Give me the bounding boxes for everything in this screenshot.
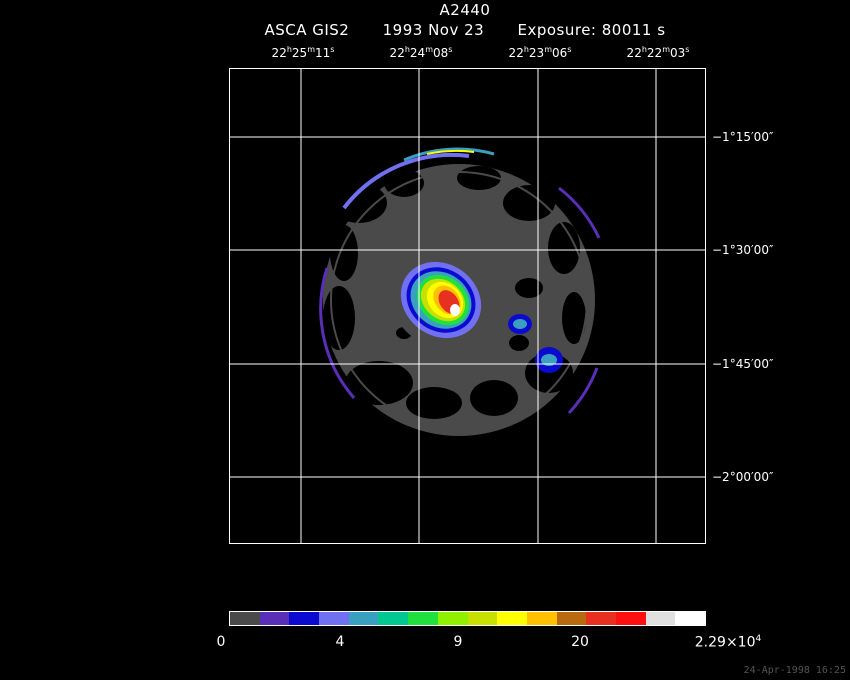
- colorbar-segment: [230, 612, 260, 625]
- image-frame: [229, 68, 706, 544]
- image-subtitle: ASCA GIS2 1993 Nov 23 Exposure: 80011 s: [40, 21, 850, 39]
- ra-tick-label: 22h25m11s: [271, 45, 335, 60]
- colorbar-segment: [467, 612, 498, 625]
- image-title: A2440: [439, 1, 491, 19]
- colorbar-label: 0: [216, 634, 226, 650]
- footer-timestamp: 24-Apr-1998 16:25: [743, 665, 846, 676]
- secondary-sources: [508, 314, 563, 373]
- dec-tick-label: −1°45′00″: [712, 357, 774, 371]
- dec-tick-label: −1°30′00″: [712, 243, 774, 257]
- colorbar-segment: [675, 612, 705, 625]
- colorbar-segment: [437, 612, 468, 625]
- colorbar-label: 9: [453, 634, 463, 650]
- colorbar-segment: [586, 612, 616, 625]
- xray-image: [229, 68, 706, 544]
- observation-date: 1993 Nov 23: [382, 21, 485, 39]
- colorbar-segment: [259, 612, 290, 625]
- exposure-label: Exposure: 80011 s: [517, 21, 666, 39]
- ra-tick-label: 22h23m06s: [508, 45, 572, 60]
- detector-ring: [330, 171, 588, 429]
- rim-edge: [342, 152, 470, 210]
- colorbar-segment: [645, 612, 676, 625]
- emission-peak: [450, 304, 460, 316]
- colorbar-segment: [348, 612, 379, 625]
- ra-tick-label: 22h22m03s: [626, 45, 690, 60]
- colorbar-label: 4: [335, 634, 345, 650]
- colorbar-segment: [378, 612, 409, 625]
- dec-tick-label: −2°00′00″: [712, 470, 774, 484]
- colorbar-segment: [319, 612, 349, 625]
- colorbar-segment: [497, 612, 527, 625]
- color-bar: [229, 611, 706, 626]
- coordinate-grid: [229, 68, 706, 544]
- ra-tick-label: 22h24m08s: [389, 45, 453, 60]
- instrument-label: ASCA GIS2: [264, 21, 350, 39]
- colorbar-segment: [526, 612, 557, 625]
- colorbar-segment: [556, 612, 587, 625]
- colorbar-segment: [408, 612, 438, 625]
- dec-tick-label: −1°15′00″: [712, 130, 774, 144]
- colorbar-label: 20: [571, 634, 589, 650]
- cluster-emission: [389, 246, 499, 350]
- colorbar-segment: [615, 612, 646, 625]
- colorbar-label-max: 2.29×104: [694, 634, 762, 651]
- colorbar-segment: [289, 612, 320, 625]
